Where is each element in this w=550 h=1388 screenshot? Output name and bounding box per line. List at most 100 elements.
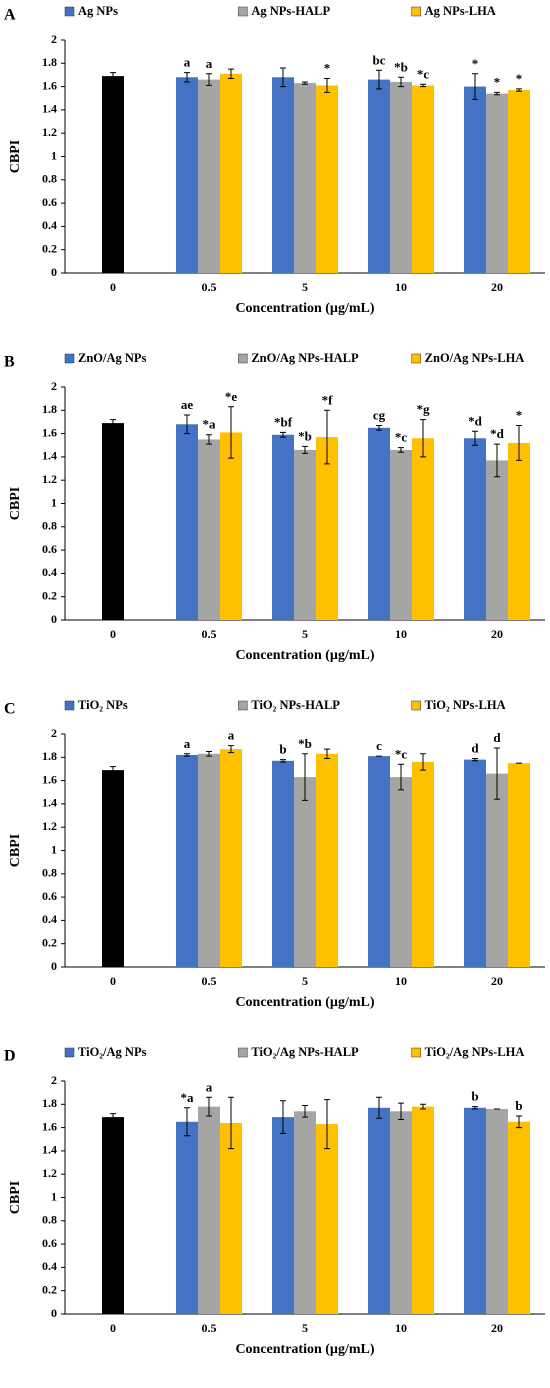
y-tick-label: 1.4	[42, 449, 57, 463]
y-tick-label: 1.6	[42, 425, 57, 439]
significance-label: d	[471, 740, 479, 755]
bar	[294, 777, 316, 967]
bar	[102, 770, 124, 967]
bar	[198, 79, 220, 273]
bar	[390, 1111, 412, 1314]
x-tick-label: 0	[110, 280, 116, 294]
bar	[316, 85, 338, 273]
x-tick-label: 0.5	[202, 627, 217, 641]
bar	[176, 77, 198, 273]
x-tick-label: 20	[491, 627, 503, 641]
error-bar	[184, 414, 190, 435]
y-tick-label: 1.2	[42, 472, 57, 486]
error-bar	[494, 747, 500, 800]
legend-swatch	[411, 700, 421, 711]
x-tick-label: 0	[110, 627, 116, 641]
y-tick-label: 2	[51, 32, 57, 46]
legend-label: Ag NPs-LHA	[425, 4, 496, 18]
chart-panel: B CBPI Concentration (µg/mL) 0 0.2 0.4 0.6 0.8 1…	[4, 351, 545, 663]
y-tick-label: 1.8	[42, 55, 57, 69]
significance-label: cg	[373, 407, 386, 422]
bar	[412, 761, 434, 967]
x-tick-label: 5	[302, 627, 308, 641]
significance-label: *g	[417, 402, 431, 417]
error-bar	[110, 419, 116, 428]
significance-label: d	[493, 730, 501, 745]
bar	[294, 449, 316, 620]
y-tick-label: 0.8	[42, 1213, 57, 1227]
error-bar	[302, 81, 308, 85]
y-tick-label: 1	[51, 148, 57, 162]
legend-swatch	[64, 353, 75, 364]
error-bar	[324, 77, 330, 93]
error-bar	[516, 424, 522, 461]
x-tick-label: 20	[491, 1321, 503, 1335]
x-axis-title: Concentration (µg/mL)	[235, 301, 374, 316]
significance-label: *b	[298, 736, 312, 751]
bar	[102, 76, 124, 274]
y-tick-label: 0	[51, 265, 57, 279]
bar	[220, 1122, 242, 1314]
error-bar	[280, 1100, 286, 1134]
significance-label: *e	[225, 389, 238, 404]
significance-label: a	[228, 728, 235, 743]
bar	[368, 427, 390, 620]
y-tick-label: 2	[51, 379, 57, 393]
x-tick-label: 5	[302, 1321, 308, 1335]
legend-swatch	[238, 1047, 248, 1058]
y-tick-label: 1	[51, 495, 57, 509]
error-bar	[302, 753, 308, 801]
x-tick-label: 0	[110, 974, 116, 988]
error-bar	[110, 1113, 116, 1122]
significance-label: *d	[468, 413, 483, 428]
error-bar	[376, 1096, 382, 1119]
bar	[390, 777, 412, 967]
y-tick-label: 0	[51, 959, 57, 973]
x-tick-label: 0.5	[202, 280, 217, 294]
y-tick-label: 0.2	[42, 241, 57, 255]
bar	[220, 73, 242, 273]
significance-label: *f	[322, 392, 334, 407]
error-bar	[280, 67, 286, 88]
bar	[508, 90, 530, 273]
panel-label: D	[4, 1048, 16, 1065]
bar	[272, 434, 294, 620]
error-bar	[494, 443, 500, 478]
error-bar	[324, 409, 330, 465]
legend-label: TiO₂/Ag NPs-HALP	[251, 1045, 359, 1059]
significance-label: bc	[373, 52, 386, 67]
bar	[176, 424, 198, 620]
significance-label: *	[494, 74, 501, 89]
y-tick-label: 1.8	[42, 1096, 57, 1110]
y-axis-title: CBPI	[8, 140, 23, 173]
significance-label: *b	[298, 428, 312, 443]
y-tick-label: 1.6	[42, 772, 57, 786]
error-bar	[206, 73, 212, 86]
y-tick-label: 0.6	[42, 195, 57, 209]
y-tick-label: 1.4	[42, 796, 57, 810]
y-tick-label: 1.2	[42, 1166, 57, 1180]
y-tick-label: 1.4	[42, 1143, 57, 1157]
error-bar	[420, 83, 426, 88]
error-bar	[280, 759, 286, 763]
y-tick-label: 0.8	[42, 519, 57, 533]
bar	[464, 1107, 486, 1314]
y-tick-label: 0.4	[42, 218, 57, 232]
y-tick-label: 1.2	[42, 125, 57, 139]
legend-swatch	[238, 6, 248, 17]
error-bar	[516, 88, 522, 92]
legend-swatch	[411, 353, 421, 364]
significance-label: *	[472, 56, 479, 71]
error-bar	[420, 419, 426, 458]
error-bar	[324, 748, 330, 759]
y-tick-label: 0.6	[42, 542, 57, 556]
legend-swatch	[411, 6, 421, 17]
legend-swatch	[411, 1047, 421, 1058]
x-tick-label: 20	[491, 280, 503, 294]
error-bar	[206, 434, 212, 445]
y-tick-label: 0.4	[42, 1259, 57, 1273]
bar	[220, 749, 242, 967]
bar	[176, 1121, 198, 1314]
y-tick-label: 1.8	[42, 749, 57, 763]
x-axis-title: Concentration (µg/mL)	[235, 995, 374, 1010]
